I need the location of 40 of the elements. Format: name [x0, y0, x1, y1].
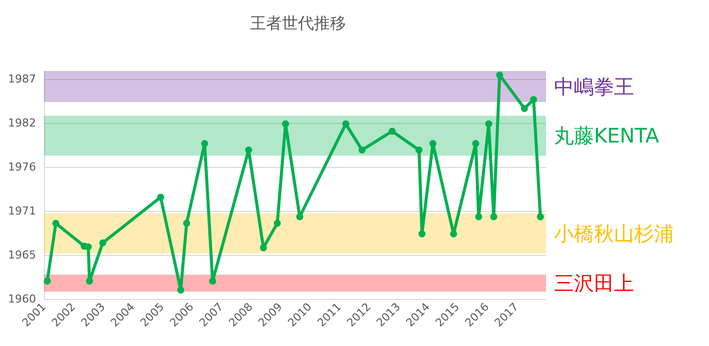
point — [450, 230, 458, 238]
y-tick-label: 1982 — [8, 116, 36, 130]
point — [475, 213, 482, 220]
y-tick-label: 1960 — [8, 292, 36, 306]
point — [99, 239, 106, 246]
point — [177, 286, 184, 294]
point — [530, 96, 538, 103]
point — [296, 213, 304, 220]
point — [157, 194, 164, 201]
point — [472, 140, 480, 147]
point — [52, 220, 60, 227]
point — [416, 146, 423, 154]
y-tick-label: 1987 — [8, 72, 36, 86]
point — [274, 220, 281, 227]
point — [84, 243, 92, 250]
y-tick-label: 1965 — [8, 248, 36, 262]
point — [388, 128, 396, 135]
point — [245, 146, 252, 154]
point — [260, 244, 267, 252]
y-tick-label: 1976 — [8, 160, 36, 174]
band-label: 丸藤KENTA — [554, 124, 660, 148]
point — [209, 278, 216, 285]
point — [86, 278, 93, 285]
band-label: 小橋秋山杉浦 — [554, 221, 674, 246]
point — [429, 140, 436, 147]
point — [520, 104, 528, 112]
point — [44, 278, 51, 285]
point — [418, 230, 426, 238]
band-label: 中嶋拳王 — [554, 74, 634, 98]
point — [485, 120, 492, 128]
point — [536, 213, 544, 220]
point — [490, 213, 498, 220]
y-tick-label: 1971 — [8, 204, 36, 218]
band-label: 三沢田上 — [554, 271, 634, 296]
point — [496, 72, 504, 79]
point — [358, 146, 366, 154]
point — [282, 120, 290, 128]
chart-title: 王者世代推移 — [250, 14, 346, 32]
point — [201, 140, 208, 147]
point — [183, 220, 190, 227]
